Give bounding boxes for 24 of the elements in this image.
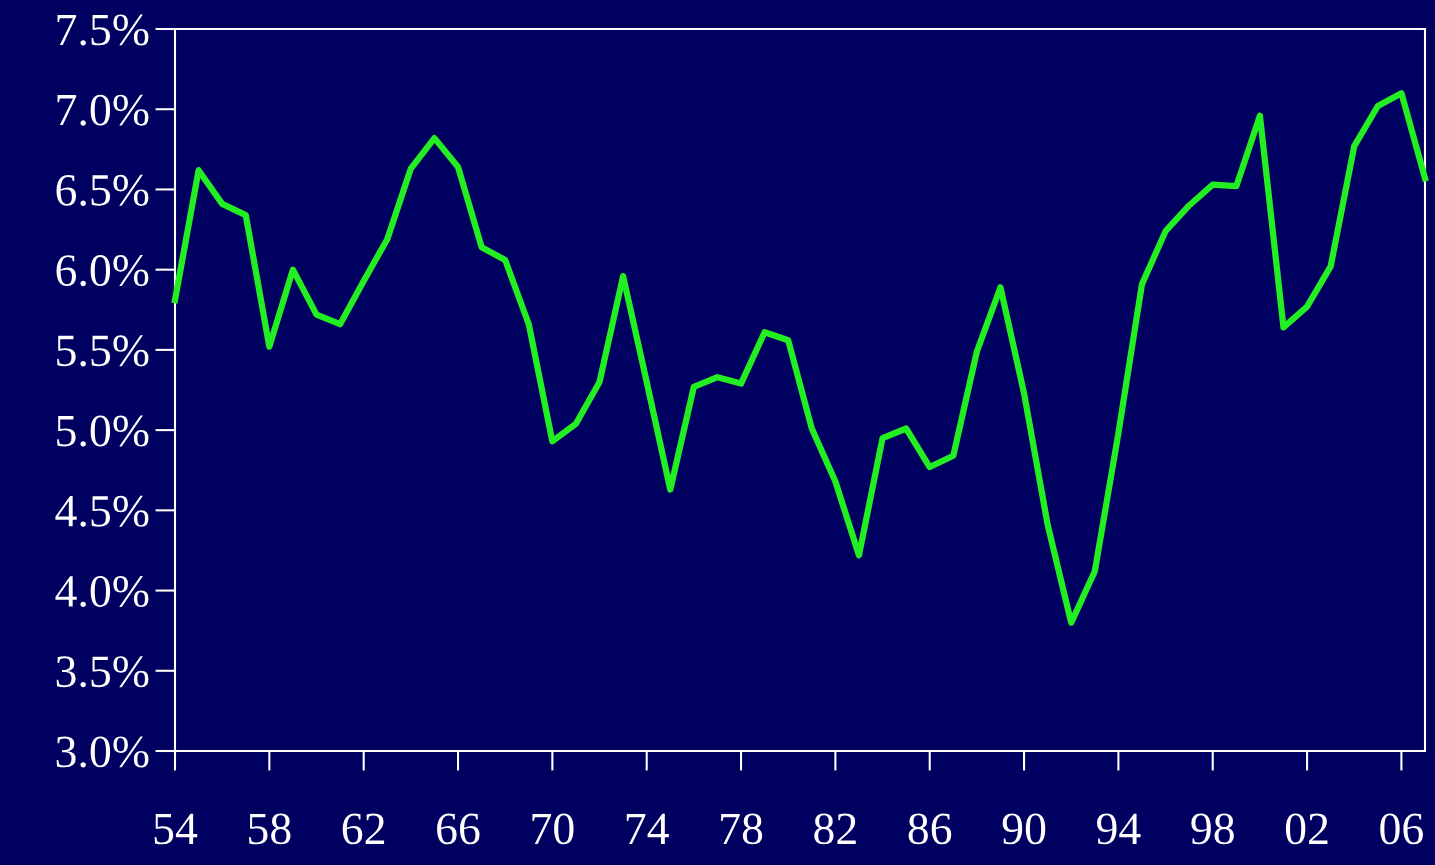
y-tick-label: 5.0% <box>57 415 149 447</box>
x-tick-label: 54 <box>154 813 198 845</box>
x-tick-label: 98 <box>1191 813 1234 845</box>
y-tick-label: 5.5% <box>57 335 149 367</box>
x-tick-label: 78 <box>721 813 763 845</box>
y-tick-label: 6.5% <box>56 174 149 206</box>
x-tick-label: 94 <box>1096 813 1141 845</box>
x-tick-label: 58 <box>249 813 291 845</box>
x-tick-label: 62 <box>342 813 385 845</box>
x-tick-label: 06 <box>1380 813 1423 845</box>
y-tick-label: 4.0% <box>55 575 149 608</box>
x-tick-label: 82 <box>814 813 856 845</box>
y-tick-label: 3.0% <box>56 736 149 768</box>
x-tick-label: 90 <box>1002 813 1046 845</box>
x-tick-label: 74 <box>626 813 669 844</box>
x-tick-label: 86 <box>908 813 952 845</box>
x-tick-label: 66 <box>437 813 480 845</box>
y-tick-label: 7.0% <box>57 94 149 126</box>
y-tick-label: 7.5% <box>57 14 149 46</box>
x-tick-label: 02 <box>1285 813 1328 845</box>
y-tick-label: 4.5% <box>55 495 149 527</box>
x-tick-label: 70 <box>532 813 574 845</box>
y-tick-label: 6.0% <box>56 255 149 287</box>
y-tick-label: 3.5% <box>56 656 149 688</box>
